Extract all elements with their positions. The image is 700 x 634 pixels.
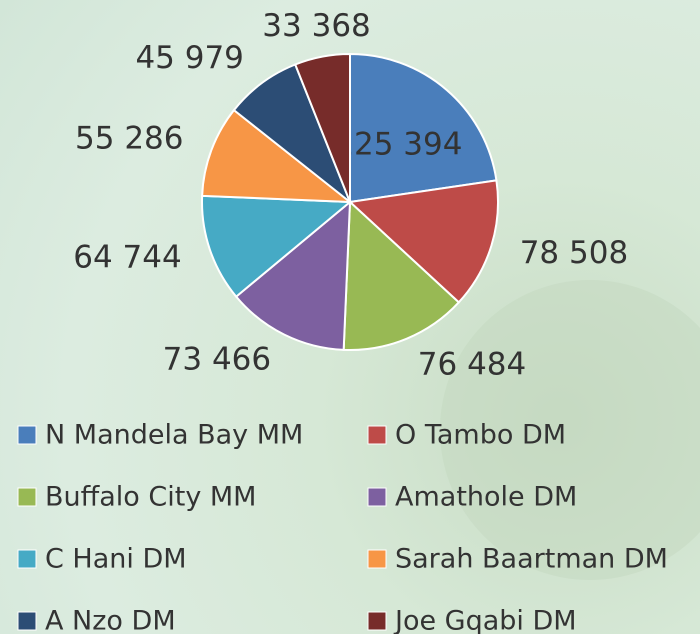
data-label: 76 484	[418, 347, 526, 383]
chart: 125 394 78 508 76 484 73 466 64 744 55 286 45 …	[0, 0, 700, 634]
legend-swatch	[18, 488, 36, 506]
legend-label: Buffalo City MM	[45, 482, 256, 513]
legend-label: Joe Gqabi DM	[393, 606, 577, 634]
legend-swatch	[368, 550, 386, 568]
page: 125 394 78 508 76 484 73 466 64 744 55 286 45 …	[0, 0, 700, 634]
legend-label: Amathole DM	[395, 482, 577, 513]
legend-swatch	[18, 550, 36, 568]
legend-label: C Hani DM	[45, 544, 187, 575]
legend-swatch	[368, 426, 386, 444]
legend-swatch	[18, 612, 36, 630]
legend-label: N Mandela Bay MM	[45, 420, 303, 451]
data-label: 45 979	[135, 40, 243, 76]
data-label: 55 286	[75, 121, 183, 157]
data-label: 73 466	[163, 342, 271, 378]
legend-swatch	[368, 612, 386, 630]
legend-swatch	[18, 426, 36, 444]
data-label: 33 368	[262, 8, 370, 44]
data-label: 78 508	[520, 235, 628, 271]
legend-swatch	[368, 488, 386, 506]
legend-label: Sarah Baartman DM	[395, 544, 668, 575]
legend-label: A Nzo DM	[45, 606, 176, 634]
data-label: 125 394	[334, 126, 462, 162]
legend-label: O Tambo DM	[395, 420, 566, 451]
data-label: 64 744	[73, 239, 181, 275]
